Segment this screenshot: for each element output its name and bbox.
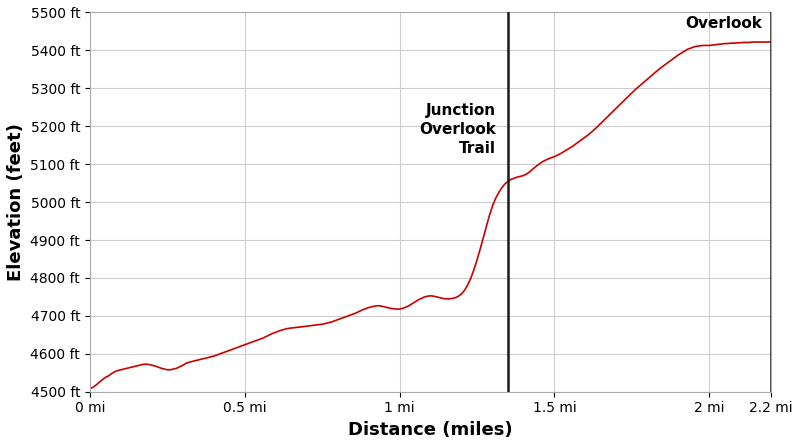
Text: Junction
Overlook
Trail: Junction Overlook Trail — [418, 103, 496, 156]
X-axis label: Distance (miles): Distance (miles) — [348, 421, 513, 439]
Text: Overlook: Overlook — [685, 16, 762, 31]
Y-axis label: Elevation (feet): Elevation (feet) — [7, 123, 25, 281]
